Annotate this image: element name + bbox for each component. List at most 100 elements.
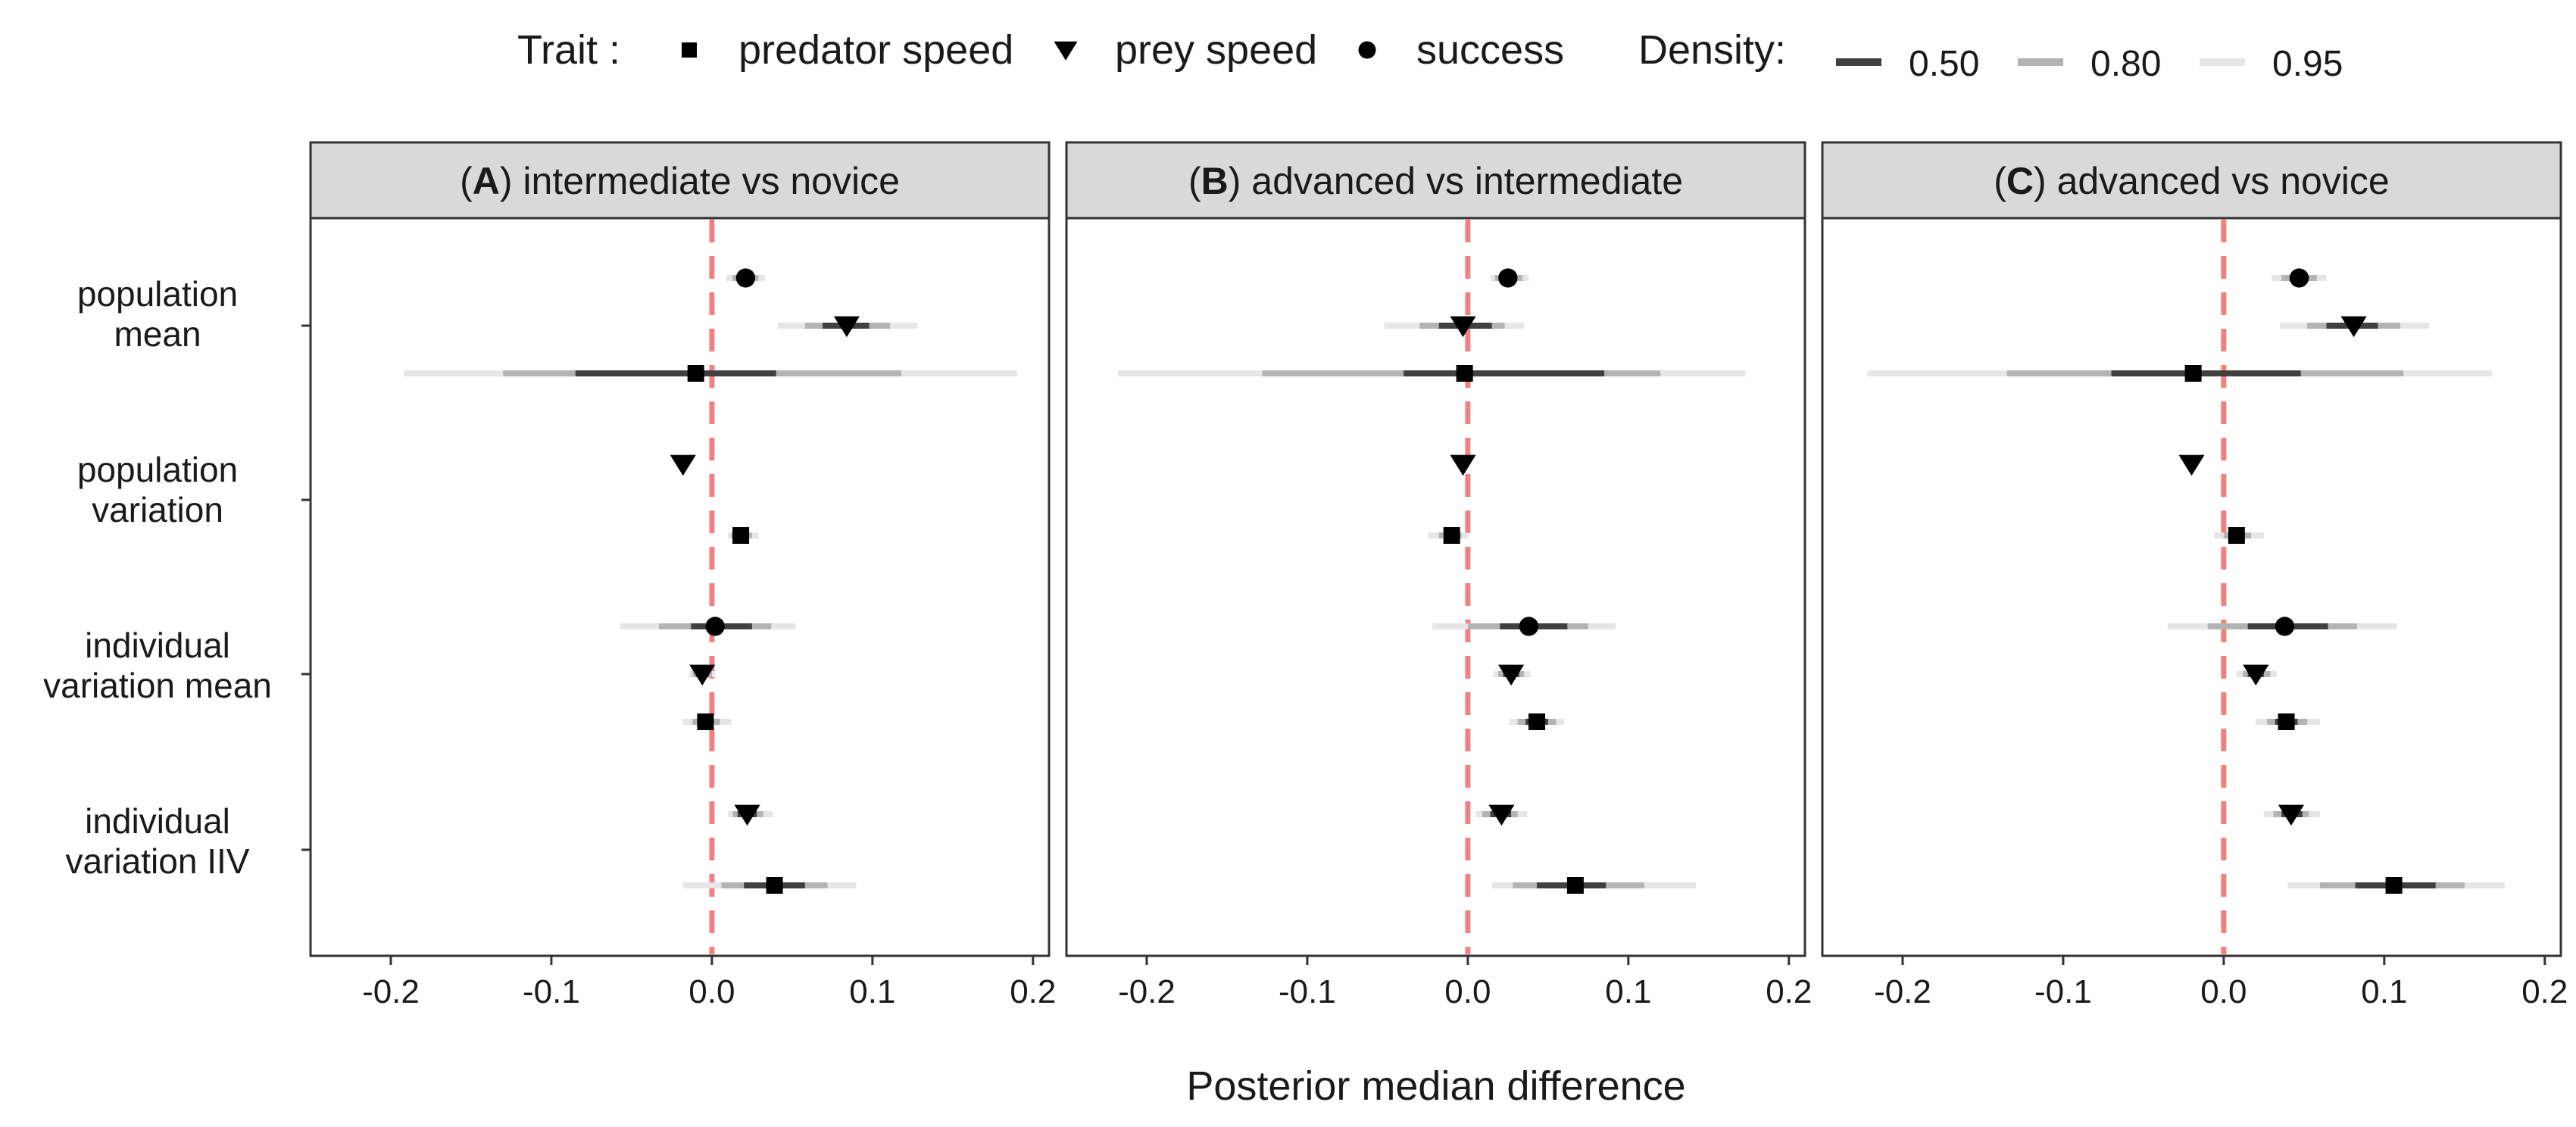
y-label-pop_var-line-1: variation (92, 490, 223, 529)
panel-A-pop_var-prey-estimate (670, 454, 696, 476)
panel-B-pop_var-prey-median-point (1450, 454, 1476, 476)
panel-A-ind_iiv-predator-estimate (682, 877, 857, 894)
panel-C-frame (1821, 217, 2562, 957)
panel-C-strip (1821, 141, 2562, 220)
panel-B-pop_var-prey-estimate (1450, 454, 1476, 476)
panel-A-pop_mean-prey-estimate (777, 316, 918, 338)
legend-density-entries: 0.50 0.80 0.95 (1836, 44, 2343, 84)
panel-C-ind_mean-predator-median-point (2278, 713, 2295, 730)
panel-B-xtick-label-4: 0.2 (1766, 973, 1812, 1010)
panel-B-letter: B (1201, 160, 1229, 202)
panel-A-ind_mean-prey-median-point (689, 664, 716, 686)
panel-B-pop_mean-success-estimate (1490, 268, 1529, 288)
panel-C-pop_var-predator-estimate (2214, 527, 2264, 544)
legend: Trait : predator speed prey speed success … (517, 27, 2343, 84)
panel-A-xtick-label-2: 0.0 (688, 973, 735, 1010)
panel-B-ind_iiv-predator-estimate (1491, 877, 1696, 894)
panel-A-xtick-label-0: -0.2 (362, 973, 420, 1010)
panel-B-pop_mean-prey-median-point (1450, 316, 1476, 338)
panel-C-ind_mean-success-estimate (2167, 617, 2397, 636)
panel-C-pop_var-prey-median-point (2178, 454, 2205, 476)
panel-B-title-text: advanced vs intermediate (1251, 160, 1683, 202)
panel-C-ind_iiv-predator-median-point (2385, 877, 2403, 894)
panel-B-strip (1065, 141, 1806, 220)
panel-A-pop_mean-success-estimate (726, 268, 765, 288)
panel-B-xtick-label-2: 0.0 (1444, 973, 1491, 1010)
panel-B-pop_mean-prey-estimate (1384, 316, 1525, 338)
legend-key-success-icon (1358, 41, 1376, 59)
panel-B-ind_mean-success-median-point (1519, 617, 1539, 636)
y-label-ind_iiv-line-1: variation IIV (66, 841, 250, 881)
panel-B-paren-open: ( (1188, 160, 1201, 202)
panel-C-xtick-label-4: 0.2 (2521, 973, 2568, 1010)
panel-A-paren-open: ( (460, 160, 473, 202)
panel-A-pop_mean-predator-estimate (403, 365, 1017, 382)
panel-A-paren-close: ) (500, 160, 523, 202)
y-label-pop_mean-line-0: population (77, 274, 238, 314)
panel-C: (C) advanced vs novice -0.2 -0.1 0.0 0.1 0.2 (1821, 141, 2568, 1010)
panel-C-pop_var-predator-median-point (2228, 527, 2245, 544)
panel-A-pop_mean-success-median-point (735, 268, 756, 288)
panel-A-ind_mean-success-median-point (705, 617, 725, 636)
panel-A-ind_mean-success-estimate (620, 617, 796, 636)
panel-C-ind_mean-prey-estimate (2236, 664, 2277, 686)
legend-label-predator: predator speed (738, 27, 1013, 73)
panel-A-pop_var-prey-median-point (670, 454, 696, 476)
legend-label-success: success (1416, 27, 1564, 73)
panel-A-strip (309, 141, 1051, 220)
panel-A-ind_mean-predator-estimate (682, 713, 732, 730)
legend-density-label-2: 0.95 (2272, 44, 2343, 84)
legend-density-title: Density: (1638, 27, 1786, 73)
panel-B: (B) advanced vs intermediate -0.2 -0.1 0.0 0… (1065, 141, 1812, 1010)
panel-A-xtick-label-4: 0.2 (1010, 973, 1056, 1010)
y-axis-labels: populationmeanpopulationvariationindivid… (43, 274, 272, 881)
panel-C-xtick-label-1: -0.1 (2034, 973, 2092, 1010)
legend-density-label-1: 0.80 (2090, 44, 2161, 84)
panel-B-ind_iiv-prey-estimate (1475, 804, 1528, 826)
panel-C-ind_mean-predator-estimate (2256, 713, 2321, 730)
panel-A: (A) intermediate vs novice -0.2 -0.1 0.0 0.1… (301, 141, 1056, 1010)
panel-A-title-text: intermediate vs novice (523, 160, 899, 202)
y-label-ind_mean-line-0: individual (85, 626, 230, 665)
panel-C-ind_iiv-prey-estimate (2263, 804, 2321, 826)
panel-B-ind_mean-success-estimate (1432, 617, 1616, 636)
panel-C-pop_mean-prey-median-point (2340, 316, 2367, 338)
panels: (A) intermediate vs novice-0.2 -0.1 0.0 0.1… (301, 141, 2568, 1010)
panel-B-ind_iiv-prey-median-point (1488, 804, 1515, 826)
panel-B-pop_mean-success-median-point (1498, 268, 1518, 288)
panel-C-pop_mean-predator-median-point (2184, 365, 2202, 382)
panel-A-ind_mean-predator-median-point (697, 713, 714, 730)
panel-B-xtick-label-0: -0.2 (1118, 973, 1176, 1010)
panel-A-ind_iiv-prey-estimate (728, 804, 773, 826)
panel-C-xtick-label-3: 0.1 (2361, 973, 2407, 1010)
y-label-pop_var-line-0: population (77, 450, 238, 489)
panel-C-xtick-label-0: -0.2 (1874, 973, 1931, 1010)
panel-A-letter: A (473, 160, 500, 202)
panel-C-ind_iiv-predator-estimate (2287, 877, 2505, 894)
legend-key-prey-icon (1054, 41, 1078, 61)
legend-label-prey: prey speed (1115, 27, 1317, 73)
panel-B-xtick-label-1: -0.1 (1279, 973, 1336, 1010)
panel-B-ind_mean-predator-median-point (1528, 713, 1546, 730)
panel-A-xtick-label-1: -0.1 (523, 973, 580, 1010)
panel-C-pop_mean-success-estimate (2272, 268, 2327, 288)
legend-density-label-0: 0.50 (1909, 44, 1979, 84)
panel-A-title: (A) intermediate vs novice (460, 160, 900, 202)
panel-B-title: (B) advanced vs intermediate (1188, 160, 1683, 202)
legend-key-predator-icon (682, 42, 697, 58)
panel-B-paren-close: ) (1229, 160, 1252, 202)
panel-C-ind_mean-prey-median-point (2243, 664, 2269, 686)
panel-A-pop_mean-prey-median-point (833, 316, 860, 338)
y-label-ind_iiv-line-0: individual (85, 801, 230, 841)
panel-C-pop_var-prey-estimate (2178, 454, 2205, 476)
panel-B-pop_var-predator-median-point (1443, 527, 1460, 544)
legend-trait-entries: predator speed prey speed success (682, 27, 1564, 73)
panel-C-title-text: advanced vs novice (2057, 160, 2390, 202)
panel-B-pop_mean-predator-estimate (1117, 365, 1746, 382)
panel-B-frame (1065, 217, 1806, 957)
panel-A-pop_var-predator-median-point (732, 527, 750, 544)
panel-C-xtick-label-2: 0.0 (2200, 973, 2247, 1010)
panel-C-title: (C) advanced vs novice (1994, 160, 2389, 202)
panel-A-ind_iiv-prey-median-point (734, 804, 760, 826)
